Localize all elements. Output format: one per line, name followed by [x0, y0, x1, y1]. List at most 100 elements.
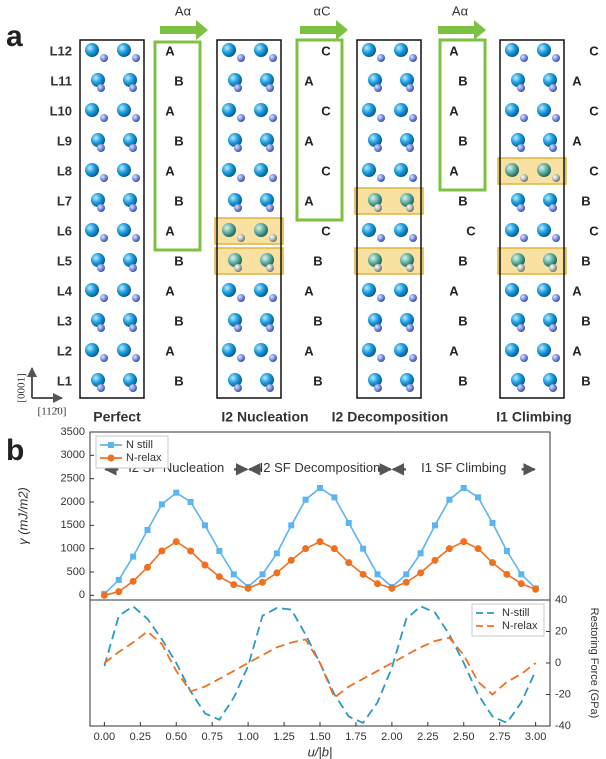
structure-frame [216, 39, 282, 399]
marker [100, 591, 108, 599]
y-axis-label: γ (mJ/m2) [15, 487, 30, 545]
atom [254, 343, 268, 357]
atom [505, 283, 519, 297]
atom [260, 73, 274, 87]
atom [91, 193, 105, 207]
marker [202, 522, 208, 529]
atom-small [97, 264, 105, 272]
stacking-letter: A [165, 43, 175, 58]
y-tick-label: 0 [79, 589, 85, 601]
atom-small [517, 204, 525, 212]
marker [302, 496, 309, 503]
stacking-letter: A [304, 283, 314, 298]
atom-small [377, 234, 385, 242]
atom [222, 103, 236, 117]
atom [537, 163, 551, 177]
atom-small [549, 144, 557, 152]
atom-small [132, 354, 140, 362]
marker [445, 545, 453, 553]
stacking-letter: C [589, 43, 599, 58]
marker [316, 538, 324, 546]
stacking-letter: A [165, 283, 175, 298]
atom [368, 313, 382, 327]
atom [91, 133, 105, 147]
stacking-letter: C [589, 103, 599, 118]
atom-small [132, 294, 140, 302]
x-tick-label: 1.25 [273, 731, 294, 743]
atom [222, 163, 236, 177]
marker [158, 501, 165, 508]
transform-label: αC [314, 3, 331, 18]
stacking-letter: A [572, 133, 582, 148]
atom-small [266, 144, 274, 152]
atom [117, 103, 131, 117]
atom-small [269, 54, 277, 62]
atom-small [132, 234, 140, 242]
stacking-letter: A [304, 193, 314, 208]
atom-small [517, 264, 525, 272]
layer-label: L6 [57, 223, 72, 238]
stacking-letter: B [458, 73, 467, 88]
legend-box [471, 603, 545, 637]
structure-title: I1 Climbing [496, 409, 571, 425]
atom [362, 283, 376, 297]
marker [503, 570, 511, 578]
atom [537, 343, 551, 357]
atom-small [97, 204, 105, 212]
atom [85, 163, 99, 177]
atom [362, 223, 376, 237]
layer-label: L11 [50, 73, 72, 88]
marker [432, 522, 438, 529]
atom [222, 43, 236, 57]
atom [228, 313, 242, 327]
atom-small [234, 264, 242, 272]
legend-label: N-relax [126, 452, 162, 464]
atom [222, 343, 236, 357]
marker [287, 556, 295, 564]
x-tick-label: 2.25 [417, 731, 438, 743]
atom [394, 103, 408, 117]
atom [260, 313, 274, 327]
atom-small [377, 114, 385, 122]
atom-small [377, 174, 385, 182]
atom-small [234, 384, 242, 392]
atom-small [409, 114, 417, 122]
stacking-letter: C [321, 43, 331, 58]
marker [360, 545, 367, 552]
atom-small [377, 54, 385, 62]
series-line [103, 630, 537, 700]
layer-label: L8 [57, 163, 72, 178]
atom-small [374, 324, 382, 332]
stacking-letter: B [174, 73, 183, 88]
atom-small [269, 174, 277, 182]
structure-frame [356, 39, 422, 399]
layer-label: L5 [57, 253, 72, 268]
atom-small [520, 234, 528, 242]
x-tick-label: 0.75 [201, 731, 222, 743]
atom-small [374, 84, 382, 92]
stacking-letter: C [589, 223, 599, 238]
stacking-letter: A [304, 133, 314, 148]
atom-small [406, 84, 414, 92]
atom-small [406, 384, 414, 392]
stacking-letter: C [589, 163, 599, 178]
x-tick-label: 0.50 [166, 731, 187, 743]
atom-small [406, 204, 414, 212]
atom [400, 373, 414, 387]
marker [359, 570, 367, 578]
atom-small [517, 144, 525, 152]
marker [417, 569, 425, 577]
stacking-letter: B [313, 373, 322, 388]
atom [123, 373, 137, 387]
atom [85, 103, 99, 117]
structure-title: Perfect [93, 409, 141, 425]
layer-label: L4 [57, 283, 73, 298]
marker [374, 571, 381, 578]
marker [331, 494, 338, 501]
atom-small [409, 354, 417, 362]
layer-label: L1 [57, 373, 72, 388]
annotation-bg [262, 460, 378, 479]
green-box [438, 38, 487, 192]
atom [117, 163, 131, 177]
atom-small [520, 354, 528, 362]
